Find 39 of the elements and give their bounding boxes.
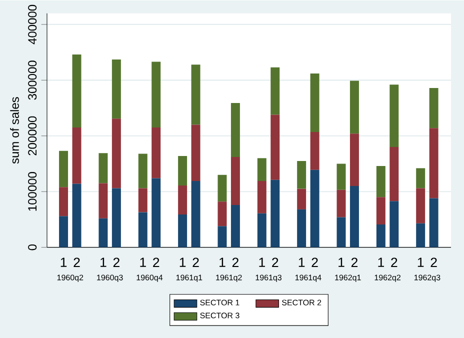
x-tick-label: 1 <box>378 258 384 267</box>
x-tick-label: 2 <box>74 258 80 267</box>
x-tick-label: 1 <box>180 258 186 267</box>
x-tick-label: 2 <box>351 258 358 267</box>
x-tick-label: 1 <box>259 258 265 267</box>
legend-label: SECTOR 2 <box>282 300 322 306</box>
y-tick-label: 400000 <box>28 4 37 44</box>
legend-label: SECTOR 1 <box>200 300 240 306</box>
text: 1961q2 <box>216 274 242 282</box>
x-tick-label: 1 <box>60 258 67 267</box>
x-tick-label: 2 <box>153 258 160 267</box>
x-tick-label: 1 <box>100 258 106 267</box>
x-tick-label: 2 <box>312 258 318 267</box>
legend-label: SECTOR 3 <box>200 312 240 318</box>
text: 1962q3 <box>414 274 440 282</box>
x-tick-label: 1 <box>140 258 146 267</box>
y-tick-label: 0 <box>28 244 37 250</box>
text: 1961q1 <box>176 274 202 282</box>
x-tick-label: 2 <box>232 258 238 267</box>
text: 1960q2 <box>57 274 84 282</box>
y-axis-title: sum of sales <box>10 96 19 164</box>
text: 1961q4 <box>295 274 322 282</box>
text: 1962q1 <box>335 274 361 282</box>
x-tick-label: 2 <box>391 258 398 267</box>
x-tick-label: 2 <box>192 258 199 267</box>
x-tick-label: 2 <box>430 258 437 267</box>
text: 1960q3 <box>97 274 123 282</box>
x-tick-label: 1 <box>338 258 344 267</box>
text: 1960q4 <box>136 274 163 282</box>
y-tick-label: 200000 <box>28 116 37 156</box>
x-tick-label: 1 <box>418 258 424 267</box>
y-tick-label: 300000 <box>28 60 37 100</box>
x-tick-label: 1 <box>298 258 305 267</box>
x-tick-label: 2 <box>113 258 120 267</box>
y-tick-label: 100000 <box>28 172 37 211</box>
text: 1962q2 <box>374 274 400 282</box>
text: 1961q3 <box>256 274 282 282</box>
x-tick-label: 1 <box>220 258 226 267</box>
x-tick-label: 2 <box>272 258 278 267</box>
